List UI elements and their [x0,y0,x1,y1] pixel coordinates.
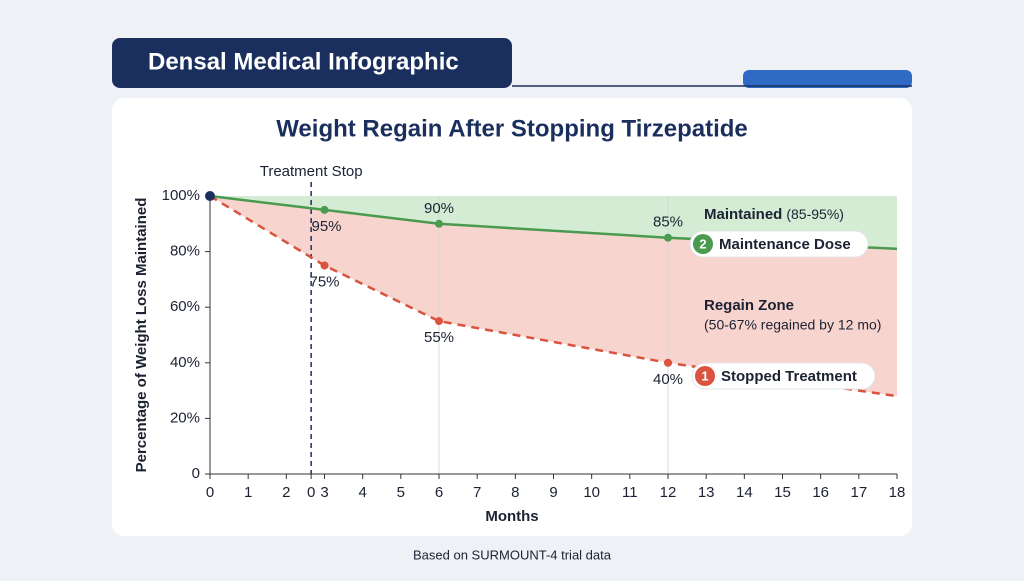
data-label: 95% [311,218,341,235]
x-axis-label: Months [485,508,538,525]
x-tick-label: 14 [736,484,753,501]
data-point [320,261,329,270]
x-tick-label: 13 [698,484,715,501]
x-tick-label: 5 [397,484,405,501]
x-tick-label: 15 [774,484,791,501]
data-point [435,317,443,326]
data-point [664,358,672,367]
y-tick-label: 60% [170,298,200,315]
x-tick-label: 10 [583,484,600,501]
header-title: Densal Medical Infographic [148,48,459,75]
x-tick-label: 4 [358,484,366,501]
y-tick-label: 100% [162,187,200,204]
zone-name: Maintained [704,206,782,223]
x-tick-label: 9 [549,484,557,501]
treatment-stop-label: Treatment Stop [260,163,363,180]
data-point [435,219,443,228]
data-label: 90% [424,200,454,217]
legend-label: Stopped Treatment [721,368,857,385]
y-tick-label: 80% [170,243,200,260]
x-tick-label: 2 [282,484,290,501]
x-tick-label: 0 [206,484,214,501]
data-label: 55% [424,329,454,346]
legend-badge [695,366,715,386]
legend-pill [689,230,869,258]
zone-detail: (85-95%) [786,206,844,222]
data-label: 40% [653,371,683,388]
zone-detail: (50-67% regained by 12 mo) [704,317,881,333]
start-point [205,191,215,201]
zone-label: Maintained (85-95%) [704,206,844,223]
data-point [664,233,672,242]
data-label: 85% [653,214,683,231]
plot: 020%40%60%80%100%0 1 2 0 3 4 5 6 7 8 9 10 11 12 13 14 15… [162,163,906,501]
x-tick-label: 11 [622,484,638,501]
series-line [209,194,898,398]
x-tick-label: 7 [473,484,481,501]
x-tick-label: 8 [511,484,519,501]
x-tick-label: 12 [660,484,677,501]
x-tick-label: 16 [812,484,829,501]
y-tick-label: 0 [192,465,200,482]
y-tick-label: 20% [170,409,200,426]
legend-pill [691,362,876,390]
legend-badge [693,234,713,254]
x-tick-label: 17 [850,484,867,501]
chart-title: Weight Regain After Stopping Tirzepatide [276,115,748,142]
legend-badge-number: 2 [699,236,706,251]
header-accent [743,70,912,88]
zone-label: Regain Zone [704,297,794,314]
header-tab [112,38,512,88]
y-tick-label: 40% [170,354,200,371]
legend-badge-number: 1 [701,368,708,383]
x-tick-label: 6 [435,484,443,501]
x-tick-label: 3 [320,484,328,501]
x-tick-label: 1 [244,484,252,501]
data-point [320,205,329,214]
y-axis-label: Percentage of Weight Loss Maintained [133,198,150,473]
source-note: Based on SURMOUNT-4 trial data [413,547,612,562]
x-tick-label: 0 [307,484,315,501]
data-label: 75% [309,273,339,290]
legend-label: Maintenance Dose [719,236,851,253]
x-tick-label: 18 [889,484,906,501]
